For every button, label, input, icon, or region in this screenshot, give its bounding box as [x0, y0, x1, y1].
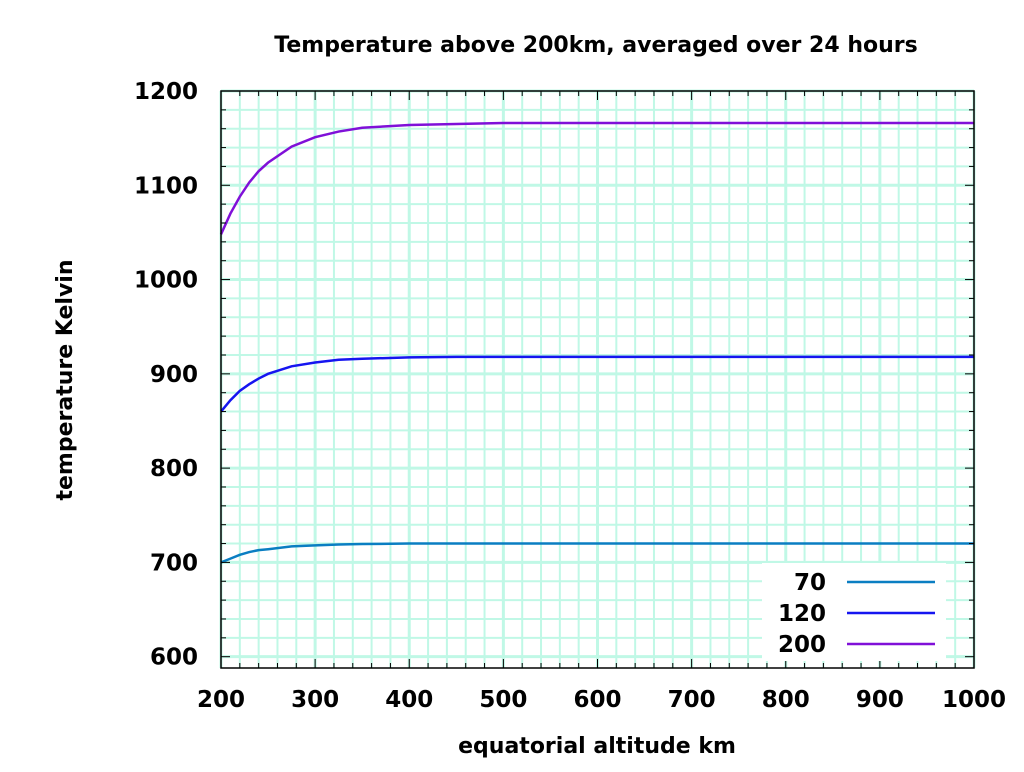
- x-axis-label: equatorial altitude km: [458, 734, 736, 759]
- y-tick-label: 800: [150, 456, 198, 482]
- x-tick-label: 800: [762, 687, 810, 713]
- x-tick-label: 500: [479, 687, 527, 713]
- legend-label: 70: [794, 570, 826, 596]
- y-tick-label: 1200: [134, 79, 198, 105]
- x-tick-label: 200: [197, 687, 245, 713]
- y-tick-label: 1100: [134, 173, 198, 199]
- y-tick-label: 700: [150, 550, 198, 576]
- x-tick-label: 400: [385, 687, 433, 713]
- x-tick-label: 700: [668, 687, 716, 713]
- y-tick-label: 900: [150, 362, 198, 388]
- legend: 70 120 200: [762, 563, 946, 661]
- y-tick-label: 600: [150, 645, 198, 671]
- y-tick-label: 1000: [134, 268, 198, 294]
- series-line-70: [220, 542, 974, 564]
- x-tick-label: 900: [856, 687, 904, 713]
- legend-label: 200: [778, 632, 826, 658]
- series-line-120: [220, 355, 974, 413]
- x-tick-label: 1000: [942, 687, 1006, 713]
- chart-title: Temperature above 200km, averaged over 2…: [274, 33, 917, 58]
- y-axis-label: temperature Kelvin: [53, 259, 78, 500]
- series-line-200: [219, 121, 974, 235]
- x-tick-label: 300: [291, 687, 339, 713]
- legend-label: 120: [778, 601, 826, 627]
- series-group: [219, 121, 974, 564]
- x-tick-label: 600: [573, 687, 621, 713]
- axes: 200 300 400 500 600 700 800 900 1000 600 700 800 900…: [134, 79, 1006, 713]
